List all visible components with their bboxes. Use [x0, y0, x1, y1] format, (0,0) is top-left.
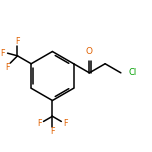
Text: Cl: Cl	[128, 68, 136, 77]
Text: F: F	[50, 126, 55, 136]
Text: O: O	[86, 47, 93, 56]
Text: F: F	[5, 63, 10, 72]
Text: F: F	[15, 37, 20, 46]
Text: F: F	[37, 119, 42, 128]
Text: F: F	[63, 119, 67, 128]
Text: F: F	[1, 49, 5, 58]
